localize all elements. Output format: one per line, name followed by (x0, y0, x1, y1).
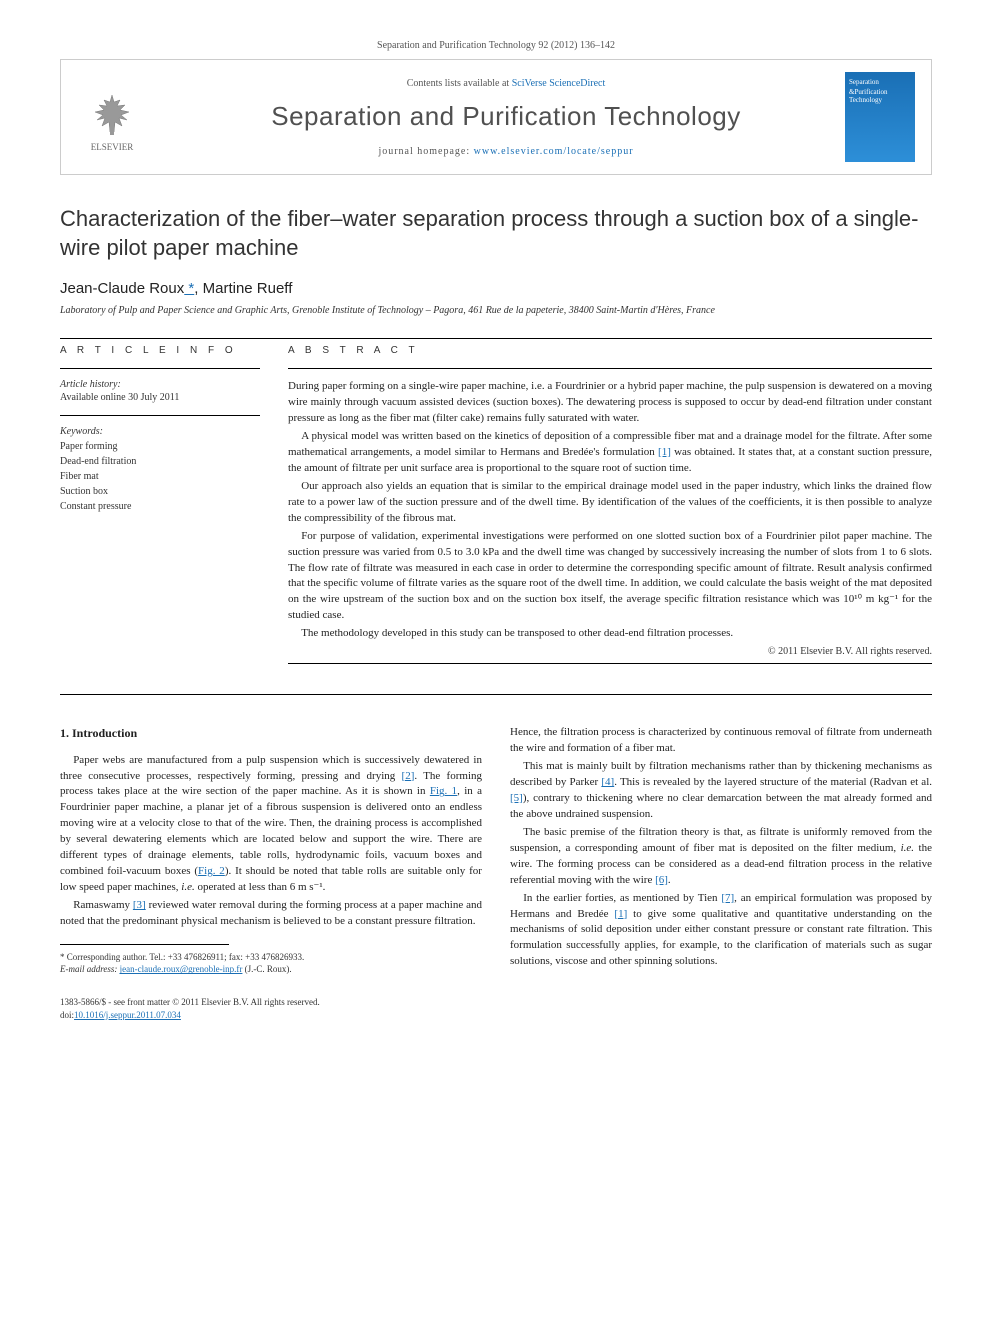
abstract-p2: A physical model was written based on th… (288, 429, 932, 477)
author-1: Jean-Claude Roux (60, 280, 184, 297)
journal-cover-thumb: Separation &Purification Technology (845, 72, 915, 162)
authors: Jean-Claude Roux *, Martine Rueff (60, 280, 932, 297)
keyword: Suction box (60, 484, 260, 499)
keyword: Fiber mat (60, 469, 260, 484)
affiliation: Laboratory of Pulp and Paper Science and… (60, 305, 932, 316)
article-title: Characterization of the fiber–water sepa… (60, 205, 932, 262)
ref-link-6[interactable]: [6] (655, 874, 668, 886)
info-abstract-row: A R T I C L E I N F O Article history: A… (60, 345, 932, 670)
keyword: Constant pressure (60, 499, 260, 514)
divider-top (60, 338, 932, 339)
page-footer: 1383-5866/$ - see front matter © 2011 El… (60, 996, 932, 1021)
right-column: Hence, the filtration process is charact… (510, 725, 932, 976)
header-center: Contents lists available at SciVerse Sci… (167, 78, 845, 157)
footnote-separator (60, 944, 229, 945)
ref-link-4[interactable]: [4] (601, 776, 614, 788)
footer-copyright: 1383-5866/$ - see front matter © 2011 El… (60, 996, 932, 1009)
section-heading-intro: 1. Introduction (60, 725, 482, 742)
journal-name: Separation and Purification Technology (167, 101, 845, 132)
ref-link-7[interactable]: [7] (721, 892, 734, 904)
sciencedirect-link[interactable]: SciVerse ScienceDirect (512, 78, 606, 89)
article-info-heading: A R T I C L E I N F O (60, 345, 260, 356)
body-p1: Paper webs are manufactured from a pulp … (60, 753, 482, 896)
elsevier-logo: ELSEVIER (77, 82, 147, 152)
body-p5: The basic premise of the filtration theo… (510, 825, 932, 889)
body-p6: In the earlier forties, as mentioned by … (510, 891, 932, 971)
header-box: ELSEVIER Contents lists available at Sci… (60, 59, 932, 175)
article-info-column: A R T I C L E I N F O Article history: A… (60, 345, 260, 670)
doi-link[interactable]: 10.1016/j.seppur.2011.07.034 (74, 1010, 181, 1020)
elsevier-tree-icon (87, 90, 137, 140)
keyword: Paper forming (60, 439, 260, 454)
abstract-heading: A B S T R A C T (288, 345, 932, 356)
corresponding-footnote: * Corresponding author. Tel.: +33 476826… (60, 951, 482, 976)
ref-link-1b[interactable]: [1] (614, 908, 627, 920)
body-columns: 1. Introduction Paper webs are manufactu… (60, 725, 932, 976)
author-2: Martine Rueff (203, 280, 293, 297)
abstract-column: A B S T R A C T During paper forming on … (288, 345, 932, 670)
email-link[interactable]: jean-claude.roux@grenoble-inp.fr (120, 964, 243, 974)
corresponding-author-link[interactable]: * (184, 280, 194, 297)
fig-link-2[interactable]: Fig. 2 (198, 865, 225, 877)
abstract-p1: During paper forming on a single-wire pa… (288, 379, 932, 427)
history-text: Available online 30 July 2011 (60, 392, 260, 403)
homepage-line: journal homepage: www.elsevier.com/locat… (167, 146, 845, 157)
abstract-copyright: © 2011 Elsevier B.V. All rights reserved… (288, 646, 932, 657)
ref-link-3[interactable]: [3] (133, 899, 146, 911)
keyword: Dead-end filtration (60, 454, 260, 469)
ref-link-1[interactable]: [1] (658, 446, 671, 458)
keywords-list: Paper forming Dead-end filtration Fiber … (60, 439, 260, 514)
homepage-link[interactable]: www.elsevier.com/locate/seppur (474, 146, 634, 157)
left-column: 1. Introduction Paper webs are manufactu… (60, 725, 482, 976)
header-citation: Separation and Purification Technology 9… (60, 40, 932, 51)
elsevier-label: ELSEVIER (91, 142, 134, 152)
divider-mid (60, 694, 932, 695)
body-p3: Hence, the filtration process is charact… (510, 725, 932, 757)
abstract-p3: Our approach also yields an equation tha… (288, 479, 932, 527)
ref-link-5[interactable]: [5] (510, 792, 523, 804)
body-p4: This mat is mainly built by filtration m… (510, 759, 932, 823)
abstract-p5: The methodology developed in this study … (288, 626, 932, 642)
fig-link-1[interactable]: Fig. 1 (430, 785, 457, 797)
contents-line: Contents lists available at SciVerse Sci… (167, 78, 845, 89)
ref-link-2[interactable]: [2] (402, 770, 415, 782)
body-p2: Ramaswamy [3] reviewed water removal dur… (60, 898, 482, 930)
history-label: Article history: (60, 379, 260, 390)
abstract-p4: For purpose of validation, experimental … (288, 529, 932, 625)
keywords-label: Keywords: (60, 426, 260, 437)
abstract-text: During paper forming on a single-wire pa… (288, 379, 932, 642)
